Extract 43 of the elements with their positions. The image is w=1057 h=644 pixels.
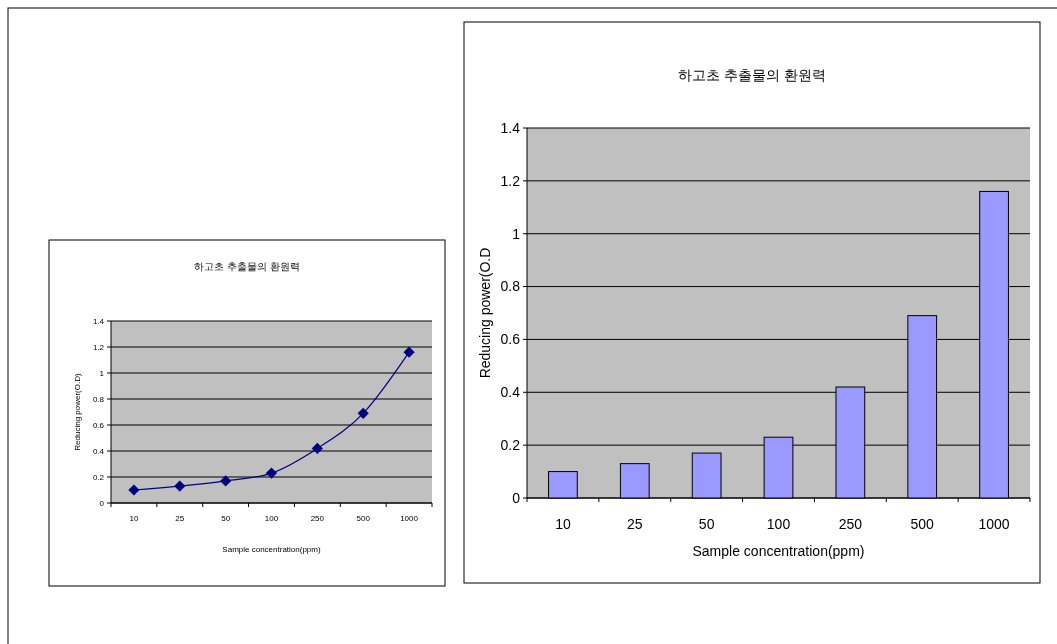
y-tick-label: 1.2 [500,172,521,189]
x-tick-label: 500 [356,513,371,523]
x-tick-label: 10 [129,513,139,523]
y-tick-label: 0 [512,489,521,506]
y-tick-label: 0.4 [92,446,105,456]
point [357,407,369,419]
x-tick-label: 25 [175,513,185,523]
x-tick-label: 250 [310,513,325,523]
y-tick-label: 0.4 [500,384,521,401]
x-tick-label: 500 [910,515,935,532]
point [311,442,323,454]
y-tick-label: 0.8 [92,394,105,404]
x-tick-label: 10 [555,515,571,532]
y-tick-label: 0.2 [500,437,521,454]
y-tick-label: 1.4 [500,119,521,136]
x-tick-label: 50 [221,513,231,523]
y-tick-label: 0.6 [500,331,521,348]
x-axis-title: Sample concentration(ppm) [692,543,865,559]
x-tick-label: 100 [766,515,791,532]
x-tick-label: 250 [838,515,863,532]
point [220,475,232,487]
y-axis-title: Reducing power(O.D) [73,372,82,451]
x-tick-label: 1000 [978,515,1010,532]
y-tick-label: 0.6 [92,420,105,430]
y-tick-label: 0.8 [500,278,521,295]
chart-title: 하고초 추출물의 환원력 [678,67,826,83]
x-tick-label: 50 [698,515,715,532]
y-tick-label: 1.2 [92,342,105,352]
point [174,480,186,492]
x-tick-label: 1000 [400,513,419,523]
y-tick-label: 0.2 [92,472,105,482]
x-axis-title: Sample concentration(ppm) [222,545,321,554]
y-tick-label: 1 [512,225,521,242]
point [403,346,415,358]
y-tick-label: 1 [99,368,105,378]
x-tick-label: 100 [264,513,279,523]
point [128,484,140,496]
y-axis-title: Reducing power(O.D [477,247,493,379]
point [265,467,278,479]
chart-title: 하고초 추출물의 환원력 [194,261,300,272]
x-tick-label: 25 [627,515,643,532]
y-tick-label: 1.4 [92,316,105,326]
y-tick-label: 0 [99,498,105,508]
